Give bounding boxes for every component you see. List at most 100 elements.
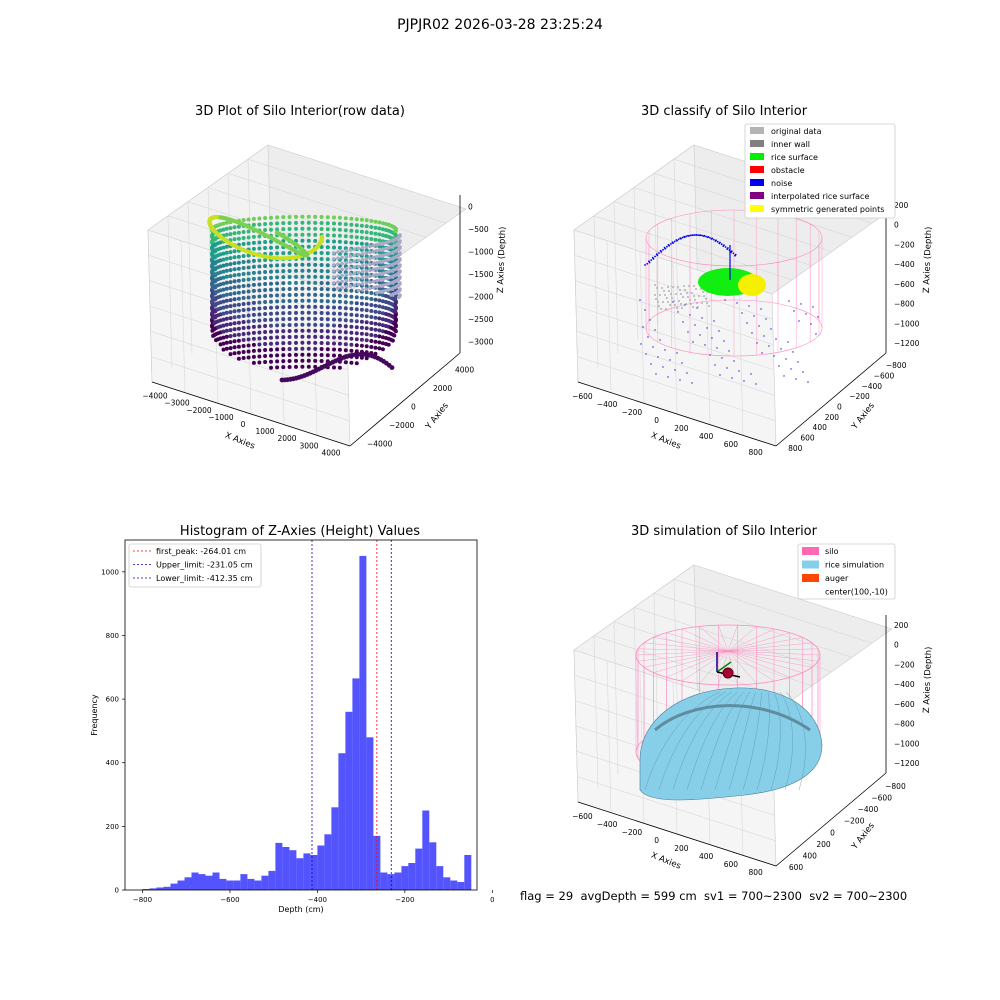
plot3-bar bbox=[177, 880, 185, 890]
plot2-x-tick: 600 bbox=[724, 440, 739, 449]
plot1-points bbox=[207, 214, 402, 383]
plot2-y-tick: 400 bbox=[813, 423, 828, 432]
plot2-z-tick: −600 bbox=[894, 280, 915, 289]
plot3-x-tick: −400 bbox=[308, 896, 327, 904]
plot3-bar bbox=[394, 872, 402, 890]
plot3-bar bbox=[422, 810, 430, 890]
plot2-x-tick: 0 bbox=[654, 416, 659, 425]
plot4-z-tick: 200 bbox=[894, 621, 909, 630]
plot3-y-tick: 1000 bbox=[101, 568, 119, 576]
plot2-z-label: Z Axies (Depth) bbox=[922, 226, 934, 293]
plot1-x-tick: −2000 bbox=[186, 406, 212, 415]
plot4-x-tick: −600 bbox=[572, 812, 593, 821]
plot4-y-tick: −200 bbox=[844, 817, 865, 826]
plot3-bar bbox=[408, 863, 416, 890]
plot3-bar bbox=[401, 866, 409, 890]
plot3-bar bbox=[450, 880, 458, 890]
plot2-z-tick: −1200 bbox=[894, 339, 920, 348]
plot3-bar bbox=[205, 875, 213, 890]
plot4-x-tick: 0 bbox=[654, 836, 659, 845]
plot3-bar bbox=[373, 835, 381, 890]
plot3-y-tick: 600 bbox=[106, 696, 119, 704]
plot4-y-tick: −800 bbox=[885, 782, 906, 791]
plot4-x-label: X Axies bbox=[649, 851, 682, 872]
plot3-bar bbox=[219, 878, 227, 890]
plot1-y-axis-line bbox=[349, 352, 461, 447]
plot3-bar bbox=[317, 845, 325, 890]
plot4-legend-swatch bbox=[802, 560, 819, 569]
plot3-bar bbox=[359, 555, 367, 890]
plot4-y-tick: −400 bbox=[858, 805, 879, 814]
plot3-bar bbox=[233, 880, 241, 890]
plot4-auger-y bbox=[716, 661, 732, 673]
plot1-x-tick: −3000 bbox=[164, 399, 190, 408]
plot3-bar bbox=[429, 842, 437, 890]
plot2-y-tick: 200 bbox=[825, 413, 840, 422]
plot2-z-tick: −200 bbox=[894, 240, 915, 249]
plot1-x-tick: 0 bbox=[241, 420, 246, 429]
plot3-bar bbox=[289, 850, 297, 890]
plot1-x-tick: −4000 bbox=[142, 392, 168, 401]
plot4-x-tick: 200 bbox=[674, 844, 689, 853]
plot3-bar bbox=[226, 880, 234, 890]
plot4-x-tick: −200 bbox=[622, 828, 643, 837]
plot3-bar bbox=[149, 888, 157, 890]
plot2-legend-swatch bbox=[750, 205, 764, 212]
plot3-bar bbox=[310, 855, 318, 890]
plot3-x-tick: −600 bbox=[220, 896, 239, 904]
plot3-bar bbox=[247, 878, 255, 890]
plot1-y-tick: 2000 bbox=[433, 384, 452, 393]
plot2-legend: original data inner wall rice surface obsta… bbox=[744, 123, 896, 219]
plot3-x-tick: −800 bbox=[133, 896, 152, 904]
plot2-x-tick: −600 bbox=[572, 392, 593, 401]
plot3-bar bbox=[324, 834, 332, 890]
plot2-z-tick: −400 bbox=[894, 260, 915, 269]
plot2-y-axis-line bbox=[775, 352, 887, 447]
plot1-x-tick: 4000 bbox=[321, 448, 340, 457]
plot3-legend-label: Lower_limit: -412.35 cm bbox=[156, 574, 253, 583]
plot2-z-tick: −800 bbox=[894, 300, 915, 309]
plot3-y-tick: 200 bbox=[106, 823, 119, 831]
plot2-x-axis-line bbox=[577, 381, 777, 447]
plot2-y-tick: 600 bbox=[800, 434, 815, 443]
plot3-bar bbox=[436, 866, 444, 890]
plot1-z-tick: −3000 bbox=[468, 338, 494, 347]
plot4-z-tick: 0 bbox=[894, 641, 899, 650]
plot2-symmetric-points bbox=[738, 274, 766, 296]
plot2-legend-label: rice surface bbox=[771, 153, 818, 162]
plot3-y-label: Frequency bbox=[90, 694, 99, 736]
plot2-z-tick: 200 bbox=[894, 201, 909, 210]
plot3-bar bbox=[191, 872, 199, 890]
plot2-legend-swatch bbox=[750, 153, 764, 160]
plot4-center-marker bbox=[722, 667, 734, 679]
plot2-y-tick: −600 bbox=[874, 372, 895, 381]
plot2-y-label: Y Axies bbox=[849, 401, 877, 433]
plot2-legend-label: symmetric generated points bbox=[771, 205, 884, 214]
plot3-bar bbox=[331, 807, 339, 890]
plot3-bar bbox=[443, 877, 451, 890]
plot4-title: 3D simulation of Silo Interior bbox=[631, 524, 817, 539]
plot3-histogram bbox=[122, 539, 493, 893]
plot4-legend-label: auger bbox=[825, 574, 849, 583]
plot2-legend-label: inner wall bbox=[771, 140, 810, 149]
plot4-rice-ridge bbox=[654, 704, 811, 732]
plot2-y-tick: −200 bbox=[849, 392, 870, 401]
status-footer: flag = 29 avgDepth = 599 cm sv1 = 700~23… bbox=[520, 889, 908, 903]
plot4-x-tick: −400 bbox=[597, 820, 618, 829]
plot1-y-tick: −2000 bbox=[389, 421, 415, 430]
plot1-z-label: Z Axies (Depth) bbox=[496, 226, 508, 293]
plot4-z-tick: −1200 bbox=[894, 759, 920, 768]
plot3-bar bbox=[142, 889, 150, 890]
plot2-points bbox=[639, 209, 823, 385]
plot2-x-tick: 200 bbox=[674, 424, 689, 433]
plot3-y-tick: 800 bbox=[106, 632, 119, 640]
plot3-plot-area bbox=[125, 540, 477, 890]
plot1-title: 3D Plot of Silo Interior(row data) bbox=[195, 104, 405, 119]
figure-title: PJPJR02 2026-03-28 23:25:24 bbox=[397, 17, 603, 33]
plot3-bar bbox=[366, 737, 374, 890]
plot4-z-tick: −800 bbox=[894, 720, 915, 729]
plot2-legend-label: obstacle bbox=[771, 166, 805, 175]
plot1-x-axis-line bbox=[151, 381, 351, 447]
plot1-x-tick: 1000 bbox=[255, 427, 274, 436]
